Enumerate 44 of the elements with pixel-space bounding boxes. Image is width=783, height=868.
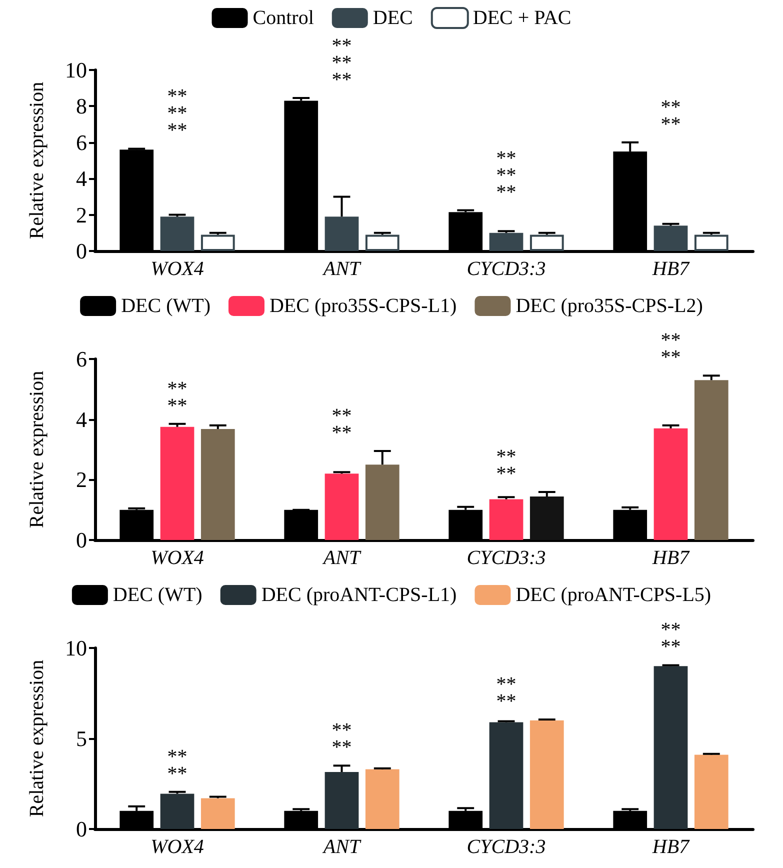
y-tick-label: 5 [76,726,87,751]
annotation: ** [660,636,681,658]
x-tick-label: WOX4 [150,836,204,858]
x-tick-label: HB7 [651,836,690,858]
annotation: ** [332,736,352,759]
x-tick-label: WOX4 [150,547,204,569]
x-tick-label: ANT [321,547,362,569]
x-tick-label: CYCD3:3 [466,836,546,858]
y-tick-label: 6 [76,346,87,372]
x-tick-label: ANT [321,836,362,858]
legend-label: DEC (proANT-CPS-L5) [516,584,712,606]
annotation: ** [332,422,352,444]
annotation: ** [332,69,352,92]
y-axis-title: Relative expression [26,370,48,528]
y-tick-label: 0 [76,528,87,552]
legend-label: Control [252,7,314,29]
x-tick-label: CYCD3:3 [466,547,546,569]
y-axis-title: Relative expression [26,82,48,240]
y-tick-label: 4 [76,166,87,192]
annotation: ** [660,346,681,369]
annotation: ** [496,463,516,486]
y-tick-label: 10 [65,636,87,660]
y-tick-label: 2 [76,202,87,228]
y-axis-title: Relative expression [26,660,48,818]
annotation: ** [167,120,188,142]
y-tick-label: 0 [76,238,87,264]
x-tick-label: ANT [321,258,362,280]
legend-label: DEC (WT) [112,584,202,606]
legend-label: DEC [372,7,413,29]
legend-label: DEC (proANT-CPS-L1) [261,584,457,606]
y-tick-label: 6 [76,130,87,155]
legend-label: DEC (pro35S-CPS-L2) [516,295,703,317]
legend-label: DEC (WT) [121,295,210,317]
x-tick-label: HB7 [651,547,690,569]
y-tick-label: 4 [76,406,87,432]
x-tick-label: WOX4 [150,258,204,280]
y-tick-label: 0 [76,816,87,842]
x-tick-label: HB7 [651,258,690,280]
x-tick-label: CYCD3:3 [466,258,546,280]
legend-label: DEC (pro35S-CPS-L1) [269,295,457,317]
legend-label: DEC + PAC [472,7,572,29]
y-tick-label: 10 [65,58,87,82]
y-tick-label: 8 [76,94,87,119]
y-tick-label: 2 [76,467,87,492]
